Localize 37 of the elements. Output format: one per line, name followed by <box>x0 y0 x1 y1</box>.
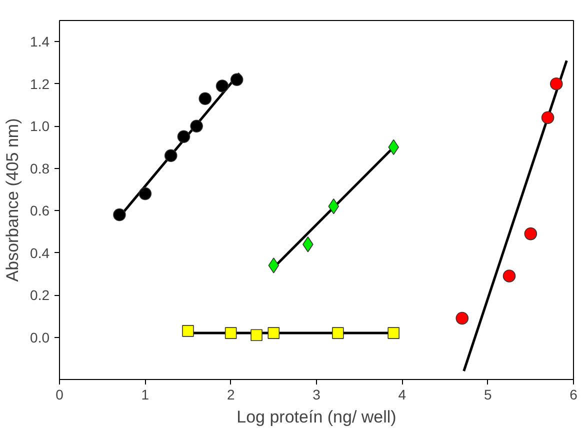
y-tick-label: 1.4 <box>30 34 50 50</box>
x-axis-title: Log proteín (ng/ well) <box>236 408 396 426</box>
y-tick-label: 0.2 <box>30 287 50 304</box>
x-tick-label: 0 <box>56 386 64 402</box>
y-tick-label: 0.4 <box>30 244 50 261</box>
x-tick-label: 3 <box>312 386 321 402</box>
point <box>541 111 554 124</box>
x-tick-label: 1 <box>141 386 150 402</box>
point <box>216 80 229 92</box>
x-tick-label: 6 <box>570 386 578 402</box>
point <box>524 227 538 240</box>
y-tick-label: 0.0 <box>30 329 50 346</box>
point <box>550 77 563 90</box>
x-tick-label: 5 <box>484 386 492 402</box>
point <box>230 73 244 86</box>
point <box>268 258 280 274</box>
point <box>164 149 178 162</box>
point <box>224 327 237 339</box>
point <box>138 187 152 200</box>
y-tick-label: 1.2 <box>30 76 50 92</box>
point <box>268 327 280 339</box>
y-tick-label: 1.0 <box>30 118 50 134</box>
point <box>177 130 190 144</box>
y-axis-title: Absorbance (405 nm) <box>3 118 22 282</box>
y-tick-label: 0.6 <box>30 202 50 219</box>
point <box>198 92 212 106</box>
point <box>182 325 194 337</box>
point <box>113 208 126 222</box>
y-tick-label: 0.8 <box>30 160 50 176</box>
point <box>332 327 344 339</box>
point <box>388 327 400 339</box>
point <box>190 120 203 132</box>
point <box>456 312 469 325</box>
x-tick-label: 2 <box>226 386 235 402</box>
x-tick-label: 4 <box>398 386 406 402</box>
point <box>502 270 516 282</box>
point <box>250 329 262 342</box>
